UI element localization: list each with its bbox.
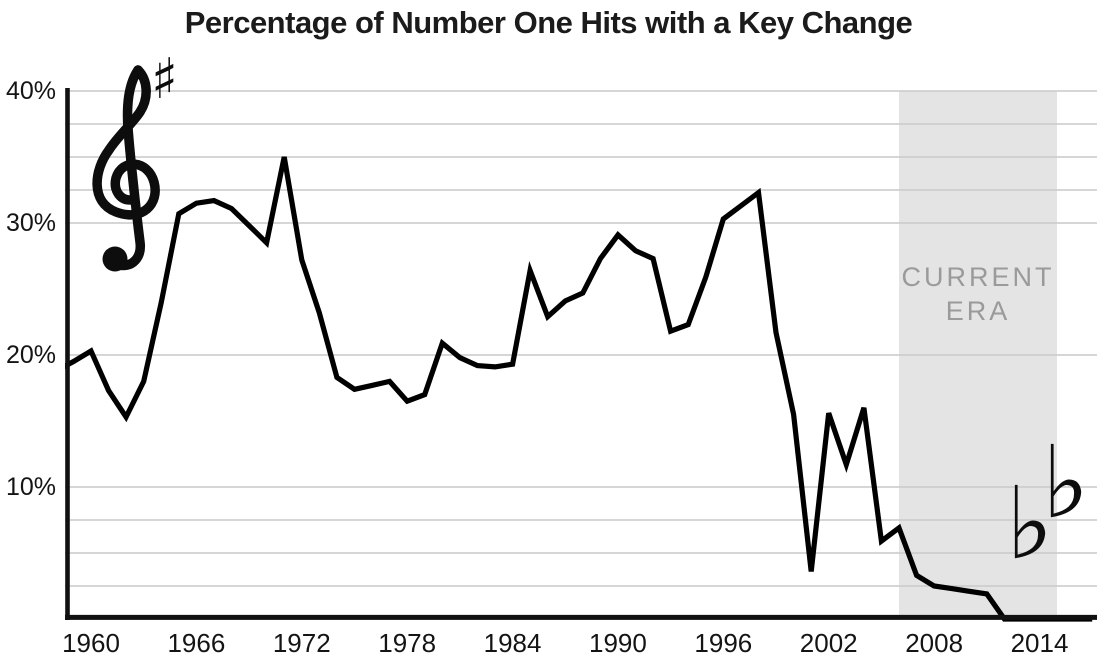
key-change-data-line [65, 156, 1093, 622]
x-axis-tick-label: 1990 [589, 628, 647, 658]
sharp-icon: ♯ [151, 47, 179, 112]
x-axis-tick-label: 1966 [167, 628, 226, 658]
x-axis-tick-label: 2008 [905, 628, 964, 658]
clef-ball [102, 246, 128, 272]
flat-icon: ♭ [1042, 424, 1090, 541]
x-axis-tick-label: 1984 [483, 628, 542, 658]
chart-title: Percentage of Number One Hits with a Key… [184, 5, 913, 40]
current-era-label-line2: ERA [945, 296, 1011, 326]
x-axis-tick-label: 2014 [1010, 628, 1069, 658]
current-era-label: CURRENT ERA [899, 260, 1057, 328]
x-axis-tick-label: 1978 [378, 628, 437, 658]
x-axis-tick-label: 1972 [272, 628, 331, 658]
y-axis-tick-label: 20% [5, 341, 56, 369]
current-era-label-line1: CURRENT [901, 262, 1055, 292]
x-axis-tick-label: 1996 [694, 628, 753, 658]
treble-clef-icon [92, 65, 160, 272]
x-axis-tick-label: 2002 [799, 628, 858, 658]
staff-gridlines [65, 90, 1097, 587]
y-axis-tick-label: 40% [5, 77, 56, 105]
y-axis-tick-label: 10% [5, 473, 56, 501]
flat-icon: ♭ [1006, 465, 1054, 582]
y-axis-tick-label: 30% [5, 209, 56, 237]
x-axis-tick-label: 1960 [62, 628, 120, 658]
